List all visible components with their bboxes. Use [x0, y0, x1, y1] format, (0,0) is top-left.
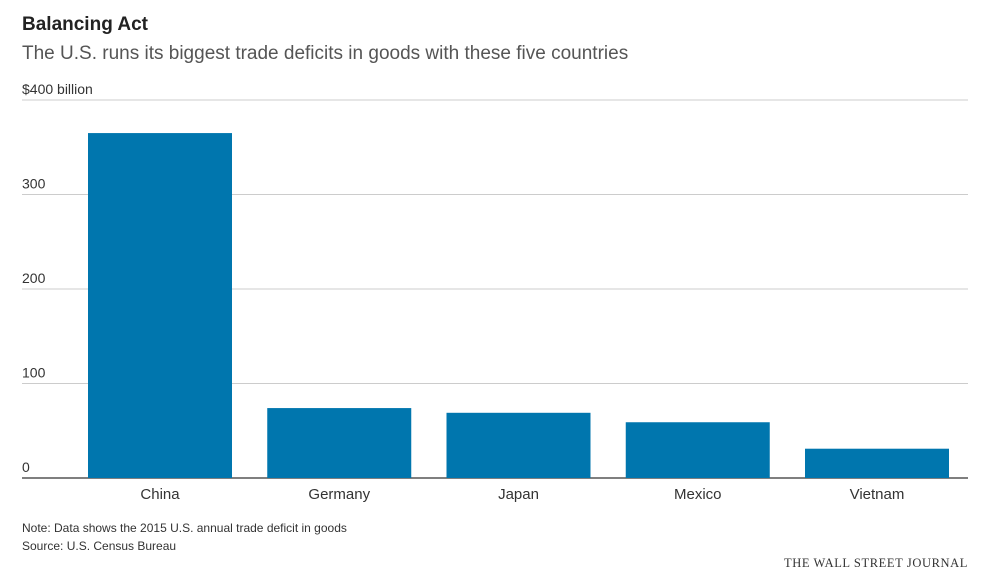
y-axis-ticks: 0 100 200 300 $400 billion [22, 81, 93, 475]
x-tick-label-vietnam: Vietnam [850, 486, 905, 503]
bar-germany [267, 408, 412, 478]
bar-vietnam [805, 448, 949, 478]
bars [88, 133, 949, 478]
x-axis-labels: China Germany Japan Mexico Vietnam [140, 486, 904, 503]
y-tick-label: 300 [22, 176, 46, 192]
y-tick-label: 100 [22, 365, 46, 381]
x-tick-label-china: China [140, 486, 180, 503]
bar-japan [446, 412, 591, 478]
y-tick-label: $400 billion [22, 81, 93, 97]
bar-chart: 0 100 200 300 $400 billion China Germany Japan… [22, 81, 968, 503]
chart-note: Note: Data shows the 2015 U.S. annual tr… [22, 521, 347, 535]
chart-subtitle: The U.S. runs its biggest trade deficits… [22, 43, 629, 64]
chart-source: Source: U.S. Census Bureau [22, 539, 177, 553]
publisher-credit: THE WALL STREET JOURNAL [783, 556, 968, 570]
x-tick-label-japan: Japan [498, 486, 539, 503]
y-tick-label: 200 [22, 270, 46, 286]
bar-mexico [625, 422, 770, 478]
x-tick-label-germany: Germany [308, 486, 370, 503]
x-tick-label-mexico: Mexico [674, 486, 722, 503]
chart-title: Balancing Act [22, 14, 148, 35]
y-tick-label: 0 [22, 459, 30, 475]
bar-china [88, 133, 232, 478]
